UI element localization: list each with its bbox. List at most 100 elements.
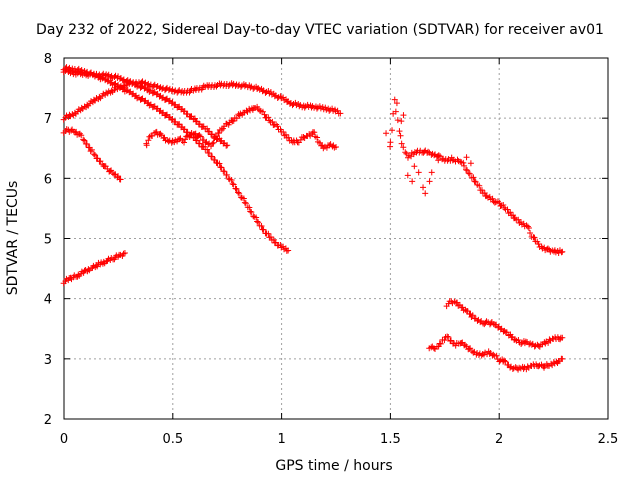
data-point xyxy=(247,208,254,215)
data-point xyxy=(210,139,217,146)
data-point xyxy=(120,250,127,257)
scattered-points xyxy=(143,100,474,197)
data-point xyxy=(218,164,225,171)
data-point xyxy=(181,139,188,146)
data-point xyxy=(467,160,474,167)
data-point xyxy=(114,86,121,93)
data-point xyxy=(229,180,236,187)
data-point xyxy=(143,142,150,149)
data-point xyxy=(501,357,508,364)
data-point xyxy=(333,144,339,151)
data-point xyxy=(391,96,398,103)
data-point xyxy=(218,126,225,133)
data-point xyxy=(398,140,405,147)
data-point xyxy=(71,109,78,116)
data-point xyxy=(515,336,522,343)
data-point xyxy=(490,351,497,358)
y-tick-label: 2 xyxy=(44,413,52,428)
data-point xyxy=(255,219,262,226)
data-point xyxy=(182,136,189,143)
data-point xyxy=(441,337,448,344)
data-point xyxy=(121,249,128,256)
data-point xyxy=(512,336,519,343)
data-point xyxy=(503,329,510,336)
data-point xyxy=(398,118,405,125)
data-point xyxy=(215,130,222,137)
data-point xyxy=(544,245,551,252)
data-point xyxy=(242,200,249,207)
data-point xyxy=(260,226,267,233)
data-point xyxy=(478,187,485,194)
data-point xyxy=(296,103,303,110)
data-point xyxy=(87,71,94,78)
data-point xyxy=(463,166,470,173)
data-point xyxy=(169,116,176,123)
data-point xyxy=(92,152,99,159)
data-point xyxy=(469,312,476,319)
data-point xyxy=(237,194,244,201)
data-point xyxy=(461,162,468,169)
data-point xyxy=(68,127,75,134)
data-point xyxy=(500,202,507,209)
y-tick-label: 5 xyxy=(44,233,52,248)
data-point xyxy=(176,136,183,143)
data-point xyxy=(297,136,304,143)
data-point xyxy=(235,83,242,90)
x-tick-label: 1 xyxy=(277,432,285,447)
data-point xyxy=(535,241,542,248)
data-point xyxy=(221,168,228,175)
data-point xyxy=(184,110,191,117)
data-point xyxy=(181,108,188,115)
data-point xyxy=(83,141,90,148)
data-point xyxy=(411,163,418,170)
data-point xyxy=(265,114,272,121)
data-point xyxy=(501,204,508,211)
data-point xyxy=(236,190,243,197)
data-point xyxy=(435,152,442,159)
data-point xyxy=(559,248,566,255)
series-arc-b xyxy=(60,66,231,149)
data-point xyxy=(265,230,272,237)
data-point xyxy=(527,229,534,236)
data-point xyxy=(462,341,469,348)
data-point xyxy=(280,129,287,136)
y-tick-label: 4 xyxy=(44,293,52,308)
data-point xyxy=(493,352,500,359)
data-point xyxy=(285,247,292,254)
data-point xyxy=(531,234,538,241)
data-point xyxy=(422,190,429,197)
data-point xyxy=(502,358,509,365)
data-point xyxy=(204,146,211,153)
data-point xyxy=(228,176,235,183)
data-point xyxy=(311,129,318,136)
data-point xyxy=(397,132,404,139)
data-point xyxy=(223,171,230,178)
data-point xyxy=(282,131,289,138)
data-point xyxy=(229,82,236,89)
data-point xyxy=(157,130,164,137)
data-point xyxy=(504,206,511,213)
data-point xyxy=(525,225,532,232)
data-point xyxy=(258,222,265,229)
series-arc-a xyxy=(60,64,292,254)
data-point xyxy=(94,263,101,270)
data-point xyxy=(476,182,483,189)
data-point xyxy=(465,170,472,177)
data-point xyxy=(337,110,344,117)
data-point xyxy=(444,333,451,340)
data-point xyxy=(246,204,253,211)
data-point xyxy=(78,104,85,111)
data-point xyxy=(256,107,263,114)
series-arc-f xyxy=(143,103,339,152)
data-point xyxy=(267,234,274,241)
data-point xyxy=(393,100,400,107)
data-point xyxy=(428,169,435,176)
data-point xyxy=(445,334,452,341)
y-axis-label: SDTVAR / TECUs xyxy=(5,181,21,296)
data-point xyxy=(75,271,82,278)
y-tick-label: 7 xyxy=(44,112,52,127)
y-tick-label: 6 xyxy=(44,172,52,187)
data-point xyxy=(230,181,237,188)
chart-title: Day 232 of 2022, Sidereal Day-to-day VTE… xyxy=(36,22,604,38)
data-point xyxy=(248,209,255,216)
